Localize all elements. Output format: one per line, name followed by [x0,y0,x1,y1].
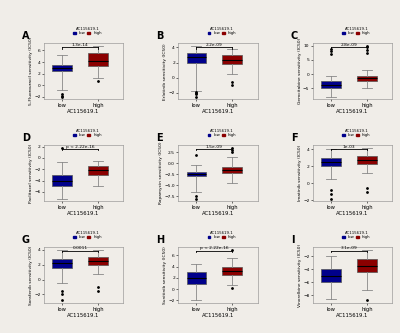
Text: D: D [22,133,30,143]
PathPatch shape [186,172,206,176]
PathPatch shape [186,53,206,63]
Text: E: E [156,133,163,143]
X-axis label: AC115619.1: AC115619.1 [202,109,234,114]
X-axis label: AC115619.1: AC115619.1 [67,313,100,318]
Y-axis label: Vinorelbine sensitivity (IC50): Vinorelbine sensitivity (IC50) [298,243,302,307]
Y-axis label: Gemcitabine sensitivity (IC50): Gemcitabine sensitivity (IC50) [298,38,302,105]
Text: F: F [291,133,297,143]
PathPatch shape [52,65,72,71]
PathPatch shape [321,158,341,166]
PathPatch shape [321,81,341,88]
Text: 3.1e-09: 3.1e-09 [340,246,357,250]
Y-axis label: Imatinib sensitivity (IC50): Imatinib sensitivity (IC50) [298,145,302,201]
Legend: low, high: low, high [72,128,103,139]
PathPatch shape [88,166,108,175]
PathPatch shape [222,266,242,275]
PathPatch shape [321,269,341,282]
Text: 0.0011: 0.0011 [72,246,88,250]
Legend: low, high: low, high [72,26,103,37]
PathPatch shape [88,53,108,66]
PathPatch shape [52,175,72,186]
X-axis label: AC115619.1: AC115619.1 [336,211,369,216]
X-axis label: AC115619.1: AC115619.1 [67,109,100,114]
Text: 2.8e-09: 2.8e-09 [340,43,357,47]
Y-axis label: 5-Fluorouracil sensitivity (IC50): 5-Fluorouracil sensitivity (IC50) [29,37,33,106]
Text: p < 2.22e-16: p < 2.22e-16 [200,246,229,250]
Legend: low, high: low, high [341,229,372,240]
Text: 1.3e-14: 1.3e-14 [72,43,88,47]
PathPatch shape [52,259,72,268]
Y-axis label: Sunitinib sensitivity (IC50): Sunitinib sensitivity (IC50) [163,246,167,304]
X-axis label: AC115619.1: AC115619.1 [67,211,100,216]
X-axis label: AC115619.1: AC115619.1 [336,313,369,318]
Y-axis label: Erlotinib sensitivity (IC50): Erlotinib sensitivity (IC50) [163,43,167,100]
Text: G: G [22,235,30,245]
Legend: low, high: low, high [206,128,238,139]
Text: H: H [156,235,164,245]
Y-axis label: Paclitaxel sensitivity (IC50): Paclitaxel sensitivity (IC50) [29,144,33,203]
PathPatch shape [222,167,242,173]
X-axis label: AC115619.1: AC115619.1 [336,109,369,114]
PathPatch shape [357,76,377,81]
Text: A: A [22,31,29,41]
Text: C: C [291,31,298,41]
Text: p < 2.22e-16: p < 2.22e-16 [66,145,94,149]
Legend: low, high: low, high [341,128,372,139]
PathPatch shape [357,259,377,272]
Legend: low, high: low, high [341,26,372,37]
PathPatch shape [88,257,108,264]
X-axis label: AC115619.1: AC115619.1 [202,313,234,318]
Legend: low, high: low, high [206,229,238,240]
Text: 2.2e-09: 2.2e-09 [206,43,223,47]
Text: 1.5e-09: 1.5e-09 [206,145,223,149]
PathPatch shape [357,156,377,164]
Y-axis label: Rapamycin sensitivity (IC50): Rapamycin sensitivity (IC50) [159,142,163,204]
Legend: low, high: low, high [206,26,238,37]
Legend: low, high: low, high [72,229,103,240]
Text: I: I [291,235,294,245]
Text: B: B [156,31,164,41]
PathPatch shape [186,272,206,283]
Text: 1e-03: 1e-03 [342,145,355,149]
Y-axis label: Sorafenib sensitivity (IC50): Sorafenib sensitivity (IC50) [29,245,33,305]
PathPatch shape [222,55,242,64]
X-axis label: AC115619.1: AC115619.1 [202,211,234,216]
